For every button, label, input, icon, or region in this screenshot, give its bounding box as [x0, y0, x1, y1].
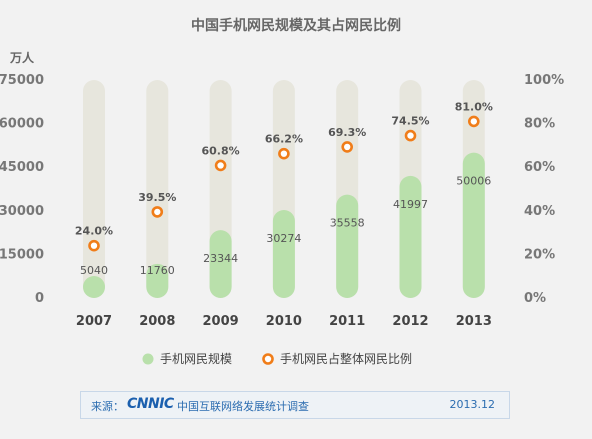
ratio-value-label: 74.5%	[391, 115, 429, 128]
legend-swatch-ratio	[262, 353, 274, 365]
y-right-tick-label: 80%	[524, 117, 555, 132]
bar-value-label: 50006	[456, 175, 491, 188]
y-right-tick-label: 20%	[524, 247, 555, 262]
ratio-marker	[88, 239, 100, 252]
ratio-value-label: 24.0%	[75, 225, 113, 238]
ratio-marker	[151, 206, 164, 218]
bar-value-label: 30274	[266, 232, 301, 245]
bar	[83, 276, 105, 298]
ratio-value-label: 66.2%	[265, 133, 303, 146]
y-left-tick-label: 75000	[0, 73, 44, 88]
source-label: 来源：	[91, 400, 124, 413]
x-tick-label: 2013	[456, 314, 492, 329]
x-tick-label: 2007	[76, 314, 112, 329]
ratio-marker	[214, 159, 227, 172]
source-name: 中国互联网络发展统计调查	[177, 400, 309, 413]
ratio-value-label: 69.3%	[328, 126, 366, 139]
x-tick-label: 2008	[139, 314, 175, 329]
y-right-tick-label: 40%	[524, 204, 555, 219]
chart-title: 中国手机网民规模及其占网民比例	[191, 17, 401, 34]
bar-value-label: 5040	[80, 264, 108, 277]
y-left-tick-label: 45000	[0, 160, 44, 175]
bar	[209, 230, 232, 298]
bar	[336, 194, 359, 298]
x-tick-label: 2011	[329, 314, 365, 329]
x-tick-label: 2012	[392, 314, 428, 329]
ratio-marker	[404, 129, 417, 142]
legend-label-ratio: 手机网民占整体网民比例	[280, 351, 412, 366]
cnnic-logo: CNNIC	[127, 396, 174, 412]
x-tick-label: 2010	[266, 314, 302, 329]
bar-value-label: 35558	[330, 217, 365, 230]
ratio-marker	[341, 141, 354, 153]
y-left-tick-label: 60000	[0, 117, 44, 132]
y-right-tick-label: 60%	[524, 160, 555, 175]
legend-swatch-bar	[142, 353, 154, 365]
bar-track	[146, 80, 169, 298]
y-axis-unit: 万人	[9, 50, 35, 65]
ratio-marker	[278, 147, 290, 160]
bar-value-label: 11760	[140, 264, 175, 277]
y-right-tick-label: 0%	[524, 291, 546, 306]
ratio-value-label: 60.8%	[202, 144, 240, 157]
bar	[146, 263, 169, 298]
y-left-tick-label: 15000	[0, 247, 44, 262]
bar-value-label: 41997	[393, 198, 428, 211]
bar-track	[83, 80, 105, 298]
y-right-tick-label: 100%	[524, 73, 564, 88]
legend-label-bar: 手机网民规模	[160, 351, 232, 366]
x-tick-label: 2009	[203, 314, 239, 329]
y-left-tick-label: 30000	[0, 204, 44, 219]
bar	[399, 175, 422, 298]
source-footer: 来源： CNNIC 中国互联网络发展统计调查 2013.12	[80, 391, 510, 419]
y-left-tick-label: 0	[35, 291, 44, 306]
ratio-value-label: 81.0%	[455, 100, 493, 113]
source-date: 2013.12	[449, 398, 496, 411]
ratio-value-label: 39.5%	[138, 191, 176, 204]
ratio-marker	[467, 115, 480, 128]
bar	[272, 210, 295, 298]
bar-value-label: 23344	[203, 252, 238, 265]
bar	[462, 152, 485, 298]
